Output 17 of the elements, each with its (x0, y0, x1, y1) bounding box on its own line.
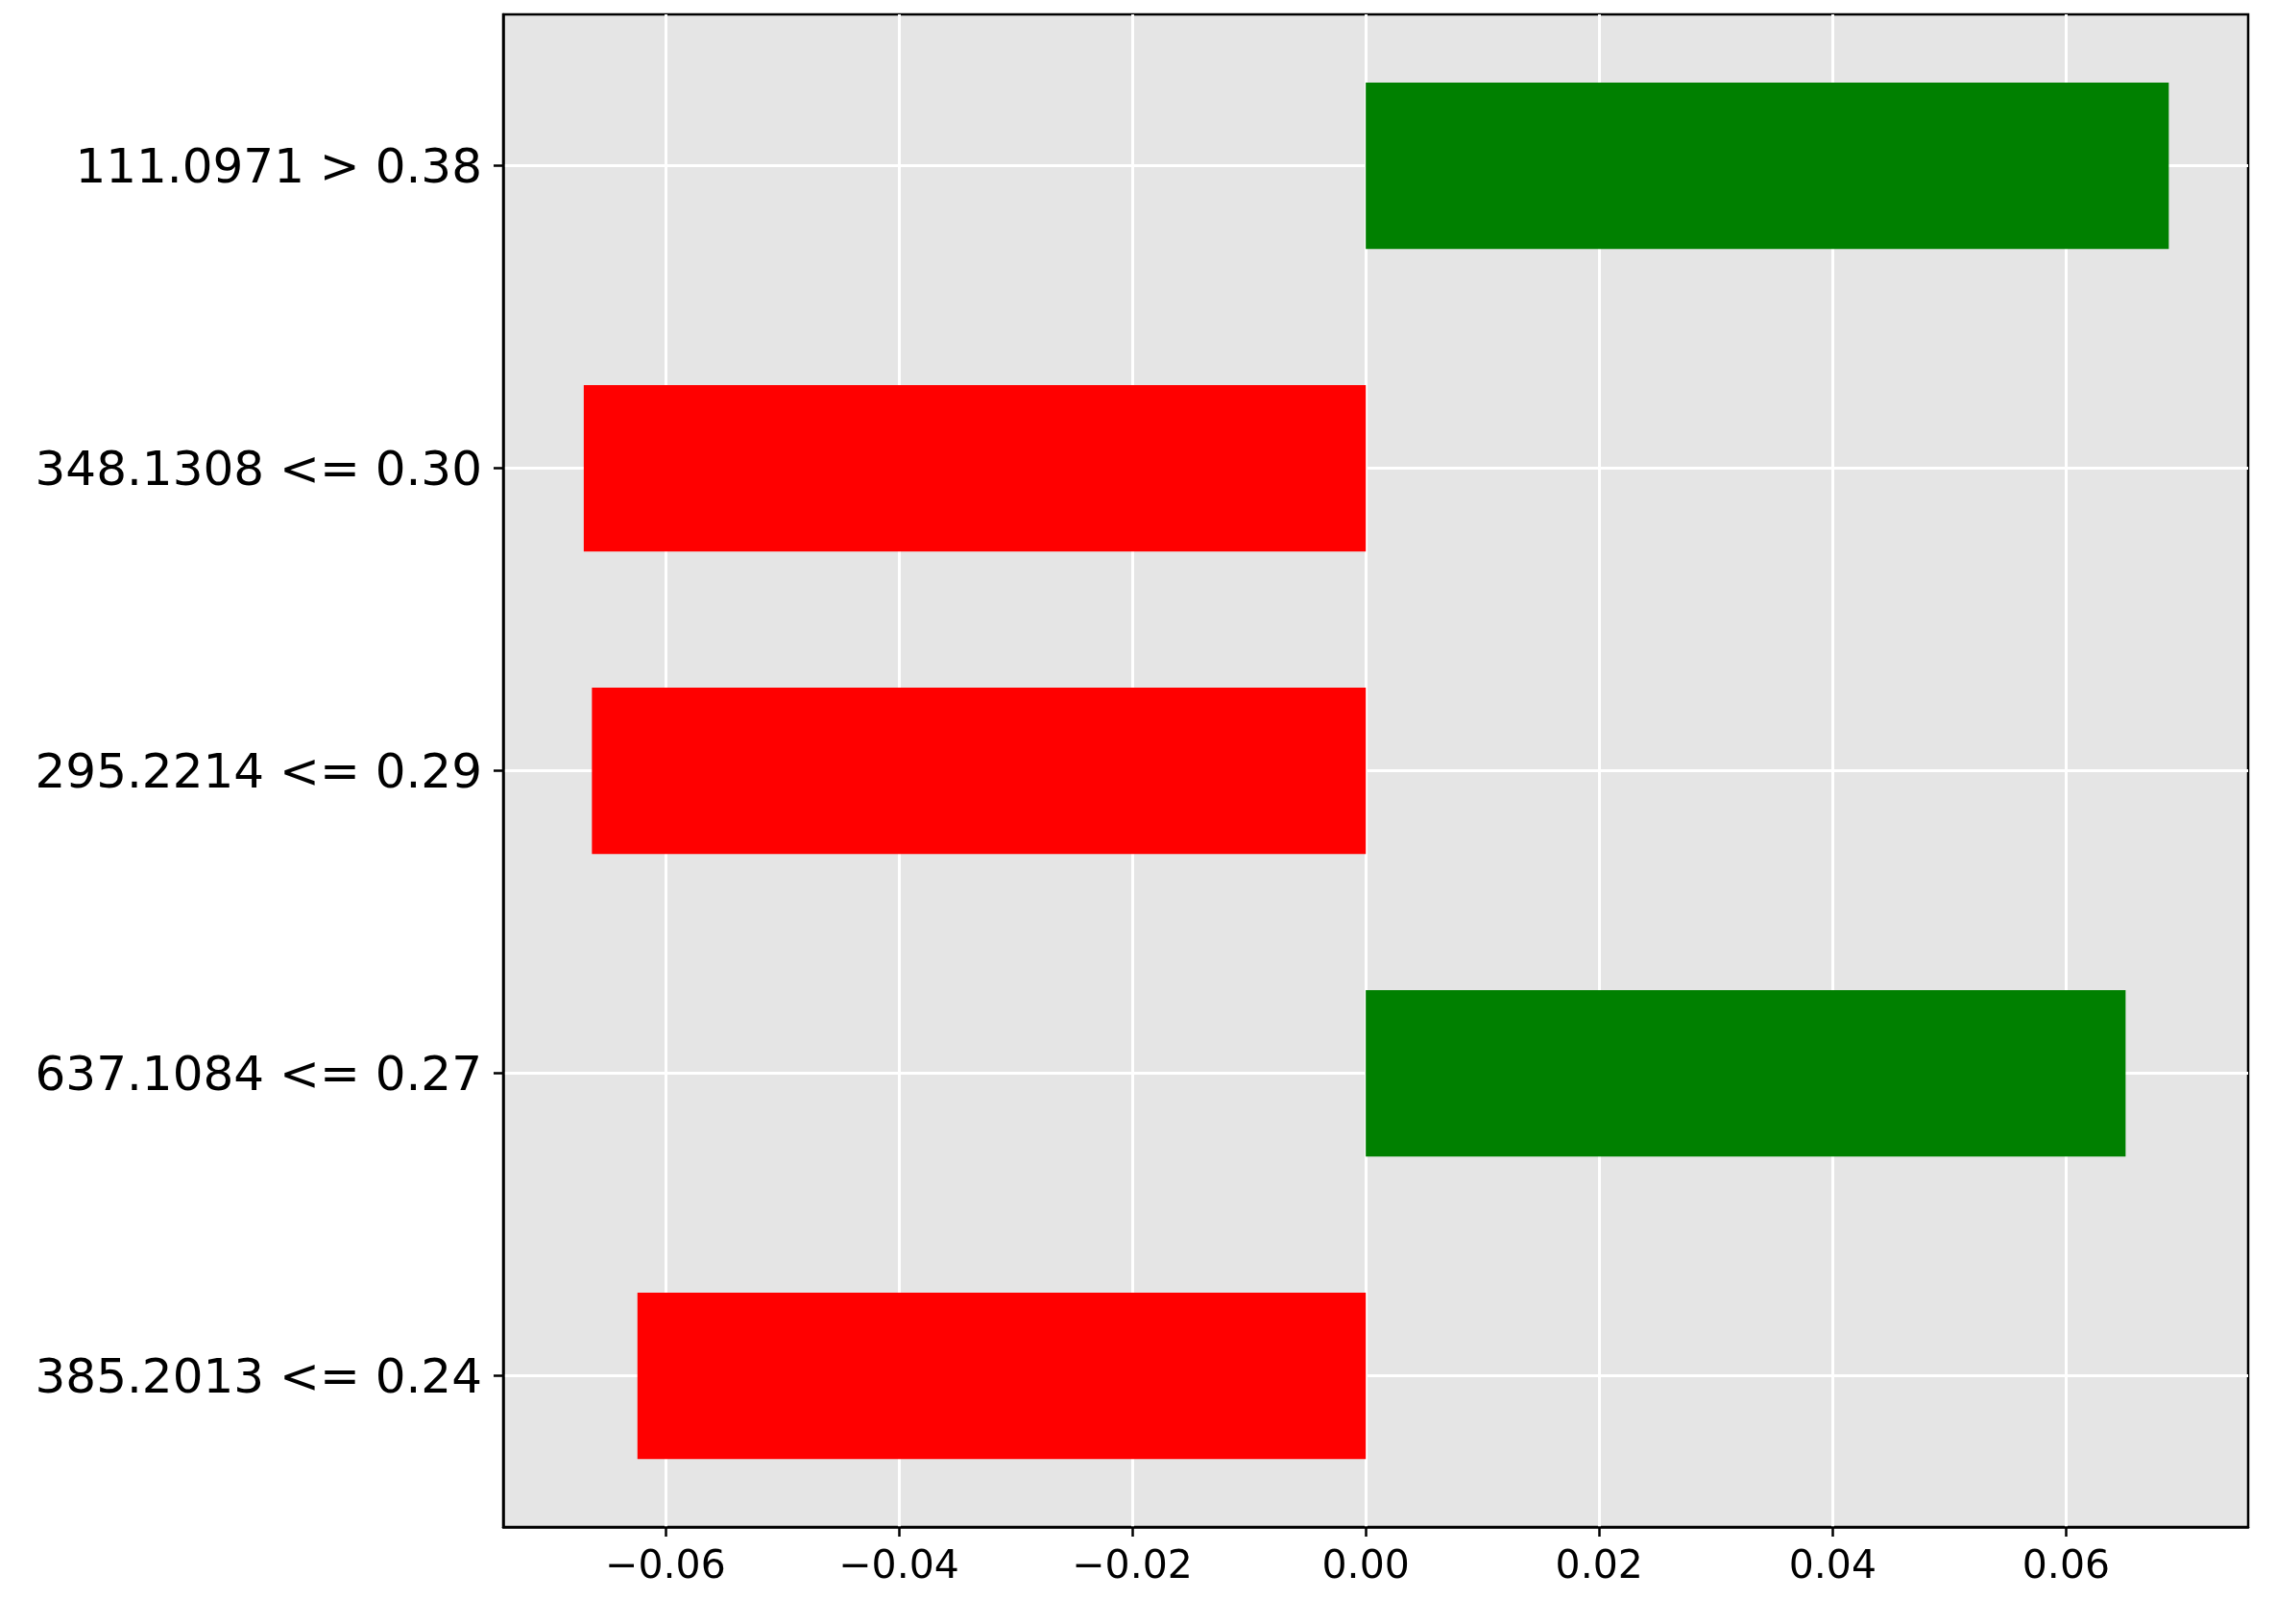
x-tick-label: −0.02 (1072, 1540, 1193, 1588)
y-tick-label: 385.2013 <= 0.24 (35, 1347, 482, 1404)
y-tick-label: 637.1084 <= 0.27 (35, 1045, 482, 1102)
y-tick-label: 348.1308 <= 0.30 (35, 440, 482, 497)
x-tick-label: 0.04 (1788, 1540, 1876, 1588)
y-tick-label: 295.2214 <= 0.29 (35, 742, 482, 799)
x-tick-label: 0.02 (1555, 1540, 1643, 1588)
x-tick-label: 0.00 (1321, 1540, 1410, 1588)
bar (637, 1292, 1367, 1460)
bar (592, 687, 1367, 855)
bar (583, 384, 1367, 552)
x-tick-label: −0.04 (838, 1540, 959, 1588)
x-tick-label: 0.06 (2022, 1540, 2111, 1588)
y-tick-label: 111.0971 > 0.38 (75, 137, 482, 194)
bar (1366, 989, 2126, 1157)
x-tick-label: −0.06 (605, 1540, 726, 1588)
bar (1366, 82, 2169, 250)
